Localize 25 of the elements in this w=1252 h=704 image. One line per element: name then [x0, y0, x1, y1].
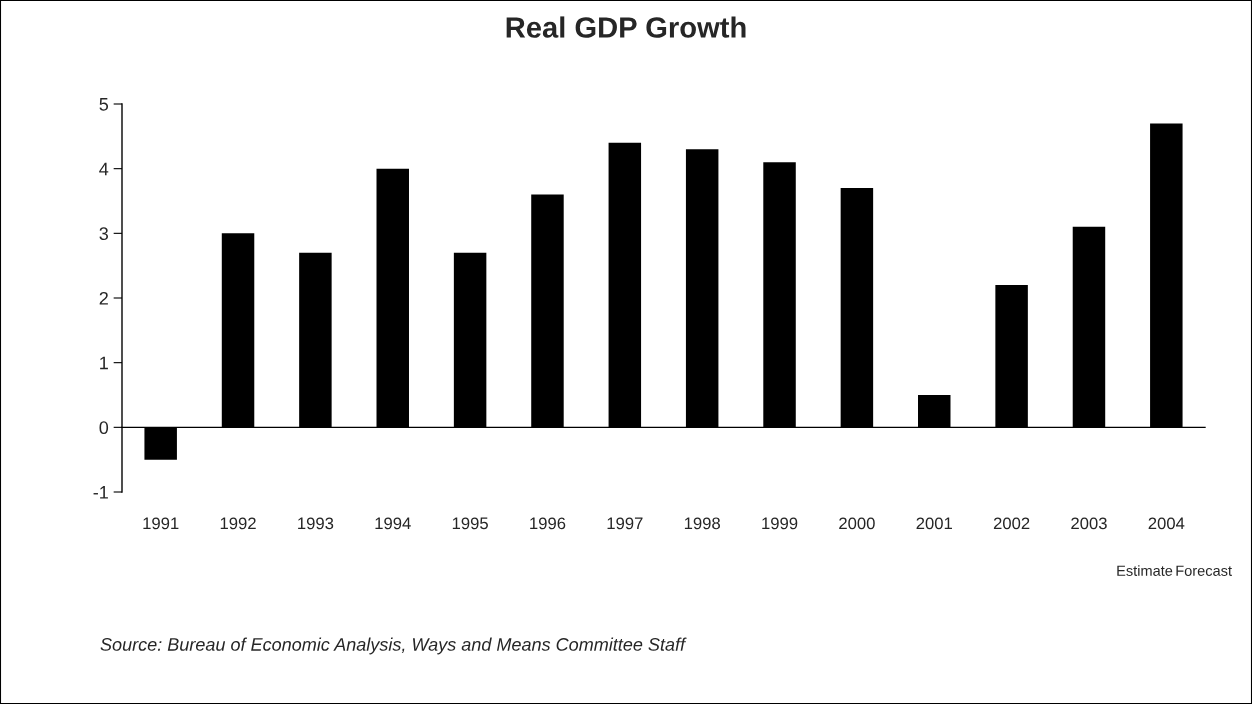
text: Forecast — [1176, 565, 1232, 576]
x-tick-label: 2002 — [993, 517, 1030, 530]
chart-title: Real GDP Growth — [506, 16, 746, 38]
y-tick-label: 0 — [99, 421, 109, 435]
x-tick-label: 2000 — [839, 517, 875, 530]
x-tick-label: 1993 — [298, 517, 334, 530]
y-tick-label: -1 — [93, 486, 108, 499]
x-tick-label: 1991 — [143, 517, 179, 530]
source-note: Source: Bureau of Economic Analysis, Ways and Means Committee Staff — [100, 637, 687, 655]
x-tick-label: 1997 — [607, 517, 643, 530]
x-tick-label: 1994 — [375, 517, 411, 530]
text: Estimate — [1117, 565, 1173, 576]
x-tick-label: 1999 — [762, 517, 798, 530]
y-tick-label: 2 — [99, 291, 108, 305]
x-tick-label: 2003 — [1071, 517, 1107, 530]
y-tick-label: 4 — [99, 162, 109, 176]
x-tick-label: 1995 — [452, 517, 488, 530]
y-tick-label: 3 — [99, 227, 109, 241]
y-tick-label: 5 — [99, 98, 109, 111]
x-tick-label: 1992 — [220, 517, 256, 530]
x-tick-label: 2001 — [916, 517, 952, 530]
y-tick-label: 1 — [100, 356, 108, 370]
x-tick-label: 1996 — [530, 517, 566, 530]
x-tick-label: 1998 — [684, 517, 720, 530]
x-tick-label: 2004 — [1148, 517, 1185, 530]
